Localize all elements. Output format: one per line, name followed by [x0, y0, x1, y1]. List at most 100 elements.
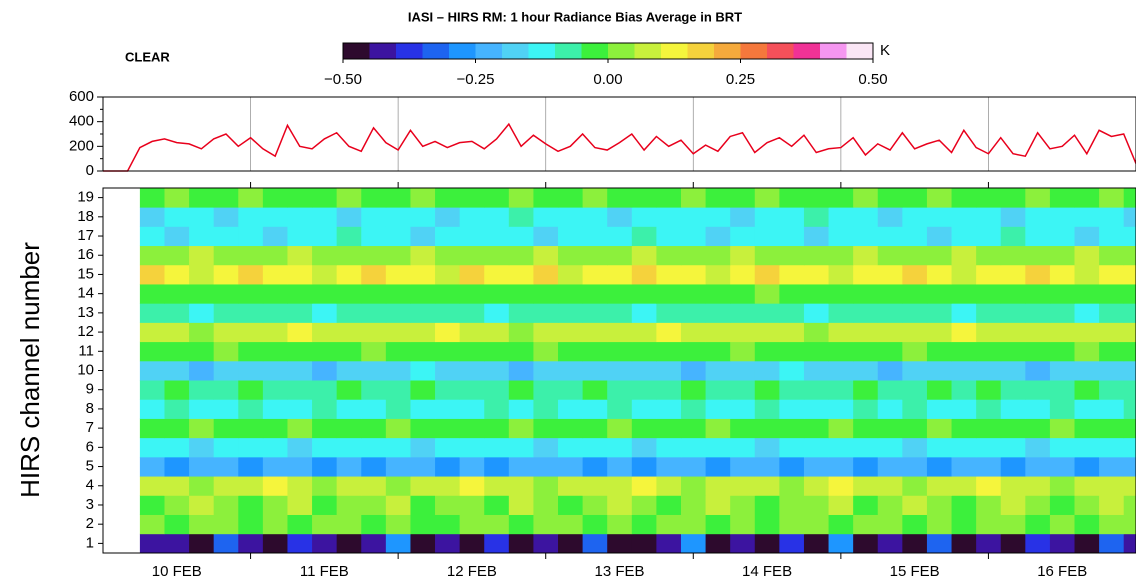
heat-cell: [705, 437, 731, 458]
heat-cell: [189, 514, 215, 535]
heat-cell: [631, 284, 657, 304]
heat-cell: [533, 245, 559, 266]
heat-cell: [779, 476, 805, 496]
heat-cell: [1123, 188, 1136, 208]
heat-cell: [213, 456, 239, 477]
heat-cell: [607, 341, 633, 362]
heat-cell: [1099, 341, 1125, 362]
heat-cell: [680, 360, 706, 381]
heat-cell: [287, 360, 313, 381]
heat-cell: [656, 341, 682, 362]
heat-cell: [754, 264, 780, 285]
heat-cell: [1123, 341, 1136, 362]
heat-cell: [631, 322, 657, 343]
heat-cell: [139, 514, 165, 535]
heat-cell: [656, 360, 682, 381]
heat-cell: [926, 495, 952, 515]
heat-cell: [385, 360, 411, 381]
heat-cell: [139, 437, 165, 458]
heat-cell: [656, 264, 682, 285]
heat-cell: [976, 226, 1002, 247]
heat-cell: [508, 514, 534, 535]
heat-cell: [680, 245, 706, 266]
heat-cell: [312, 245, 338, 266]
heat-cell: [1123, 514, 1136, 535]
x-tick-label: 16 FEB: [1037, 563, 1087, 580]
heat-cell: [558, 399, 584, 419]
heat-cell: [877, 360, 903, 381]
heat-cell: [484, 226, 510, 247]
heat-cell: [558, 207, 584, 227]
heat-cell: [558, 188, 584, 208]
heat-cell: [828, 514, 854, 535]
heat-cell: [1025, 188, 1051, 208]
heat-cell: [705, 476, 731, 496]
heat-cell: [361, 380, 387, 400]
heat-cell: [213, 264, 239, 285]
heat-cell: [877, 322, 903, 343]
heat-cell: [262, 245, 288, 266]
heat-cell: [877, 380, 903, 400]
heat-cell: [582, 303, 608, 323]
heat-cell: [779, 264, 805, 285]
heat-cell: [508, 245, 534, 266]
heat-cell: [607, 495, 633, 515]
heat-cell: [484, 207, 510, 227]
heat-cell: [779, 380, 805, 400]
heat-cell: [828, 476, 854, 496]
heat-cell: [312, 284, 338, 304]
heat-cell: [484, 418, 510, 439]
heat-cell: [902, 456, 928, 477]
heat-cell: [631, 533, 657, 554]
colorbar-swatch: [714, 43, 741, 59]
heat-cell: [238, 264, 264, 285]
heat-cell: [656, 303, 682, 323]
heat-cell: [926, 456, 952, 477]
heat-cell: [828, 284, 854, 304]
heat-cell: [336, 514, 362, 535]
heat-cell: [1000, 418, 1026, 439]
heat-cell: [951, 456, 977, 477]
heat-cell: [459, 264, 485, 285]
heat-cell: [312, 360, 338, 381]
heat-cell: [287, 284, 313, 304]
heat-cell: [1000, 284, 1026, 304]
heat-cell: [533, 264, 559, 285]
heat-cell: [582, 399, 608, 419]
heat-cell: [754, 380, 780, 400]
heat-cell: [189, 264, 215, 285]
heat-cell: [1049, 360, 1075, 381]
heat-cell: [680, 284, 706, 304]
heat-cell: [1099, 533, 1125, 554]
heat-cell: [730, 399, 756, 419]
heat-cell: [902, 476, 928, 496]
heat-cell: [213, 245, 239, 266]
colorbar-swatch: [608, 43, 635, 59]
heat-cell: [410, 514, 436, 535]
heat-cell: [213, 284, 239, 304]
colorbar-swatch: [846, 43, 874, 59]
heat-cell: [484, 322, 510, 343]
heat-cell: [680, 264, 706, 285]
heat-cell: [410, 322, 436, 343]
heat-cell: [484, 437, 510, 458]
heat-cell: [262, 341, 288, 362]
heat-cell: [336, 380, 362, 400]
heat-cell: [361, 303, 387, 323]
x-tick-label: 15 FEB: [890, 563, 940, 580]
heat-cell: [287, 437, 313, 458]
y-tick-label: 1: [86, 534, 94, 551]
heat-cell: [680, 476, 706, 496]
heat-cell: [853, 245, 879, 266]
heat-cell: [459, 322, 485, 343]
heat-cell: [656, 437, 682, 458]
heat-cell: [853, 207, 879, 227]
heat-cell: [533, 226, 559, 247]
colorbar-swatch: [740, 43, 768, 59]
heat-cell: [951, 476, 977, 496]
heat-cell: [336, 284, 362, 304]
heat-cell: [1123, 322, 1136, 343]
heat-cell: [164, 207, 190, 227]
heat-cell: [656, 456, 682, 477]
heat-cell: [410, 418, 436, 439]
